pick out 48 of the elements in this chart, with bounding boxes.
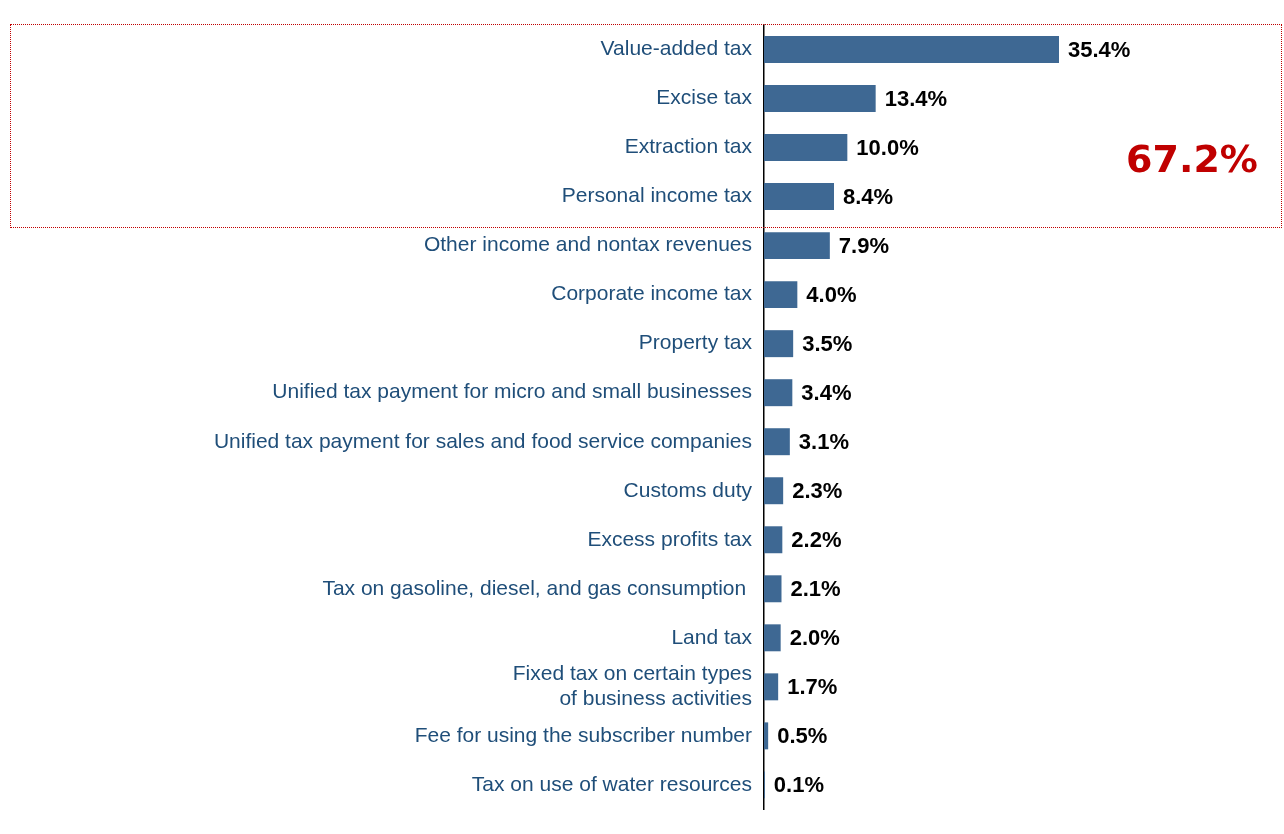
y-tick-label: Tax on gasoline, diesel, and gas consumption — [322, 575, 752, 599]
data-label: 8.4% — [843, 183, 894, 209]
bar — [764, 183, 834, 211]
data-label: 2.3% — [792, 477, 843, 503]
bar — [764, 330, 794, 358]
bar — [764, 134, 848, 162]
data-label: 1.7% — [787, 673, 838, 699]
y-tick-label: Excess profits tax — [587, 526, 753, 550]
data-label: 35.4% — [1068, 36, 1131, 62]
data-label: 2.0% — [789, 624, 840, 650]
data-label: 2.2% — [791, 526, 842, 552]
bar — [764, 624, 781, 652]
bar — [764, 477, 784, 505]
data-label: 13.4% — [884, 85, 948, 111]
data-label: 0.5% — [777, 722, 828, 748]
y-tick-label: Corporate income tax — [551, 281, 753, 305]
bar — [764, 232, 830, 260]
text: 67.2% — [1126, 136, 1258, 181]
bar — [764, 526, 783, 554]
y-tick-label: Other income and nontax revenues — [423, 232, 752, 256]
y-tick-label: Unified tax payment for micro and small businesses — [272, 379, 752, 403]
bar — [764, 85, 876, 113]
data-label: 4.0% — [806, 281, 857, 307]
y-tick-label: Personal income tax — [561, 183, 753, 207]
data-label: 2.1% — [790, 575, 841, 601]
data-label: 3.5% — [802, 330, 853, 356]
data-label: 0.1% — [773, 771, 824, 797]
y-tick-label: Land tax — [671, 624, 753, 648]
bar — [764, 281, 798, 309]
bar — [764, 673, 779, 701]
y-tick-label: Property tax — [638, 330, 753, 354]
y-tick-label: Customs duty — [623, 477, 753, 501]
y-tick-label: Tax on use of water resources — [471, 771, 752, 795]
y-tick-label: Extraction tax — [624, 134, 753, 158]
data-label: 3.1% — [798, 428, 849, 454]
y-tick-label: Value-added tax — [600, 36, 753, 60]
data-label: 10.0% — [856, 134, 919, 160]
bar — [764, 36, 1059, 63]
bar — [764, 379, 793, 407]
data-label: 7.9% — [838, 232, 889, 258]
y-tick-label: Fee for using the subscriber number — [414, 722, 752, 746]
y-tick-label: Excise tax — [656, 85, 753, 109]
y-tick-label: Fixed tax on certain types of business activities — [512, 661, 752, 710]
bar — [764, 722, 769, 750]
bar — [764, 575, 782, 603]
data-label: 3.4% — [801, 379, 852, 405]
y-tick-label: Unified tax payment for sales and food service companies — [213, 428, 752, 452]
bar — [764, 428, 790, 456]
